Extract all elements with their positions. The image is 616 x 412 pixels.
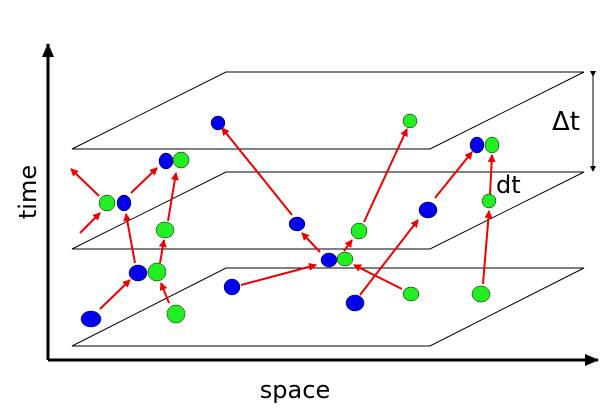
- arrow: [353, 264, 403, 290]
- arrow: [434, 151, 473, 199]
- arrow: [240, 262, 317, 286]
- trajectory-arrows: [70, 127, 496, 310]
- arrow: [359, 219, 419, 296]
- particles: [80, 113, 500, 328]
- green-particle: [471, 285, 491, 303]
- green-particle: [155, 221, 175, 239]
- axes: [42, 43, 599, 366]
- arrow: [130, 167, 158, 194]
- plane-bottom: [71, 267, 585, 347]
- arrow: [158, 239, 167, 264]
- blue-particle: [320, 252, 338, 268]
- blue-particle: [210, 115, 226, 131]
- y-axis-label: time: [14, 165, 42, 219]
- blue-particle: [128, 264, 148, 282]
- green-particle: [336, 251, 354, 267]
- green-particle: [350, 222, 368, 240]
- blue-particle: [469, 136, 485, 154]
- arrow: [99, 279, 131, 310]
- blue-particle: [116, 194, 132, 212]
- blue-particle: [288, 216, 306, 232]
- arrow: [123, 213, 136, 264]
- green-particle: [147, 262, 167, 282]
- green-particle: [172, 151, 190, 169]
- blue-particle: [80, 310, 102, 328]
- time-planes: [71, 71, 585, 347]
- green-particle: [98, 194, 116, 212]
- arrow: [363, 128, 408, 223]
- arrow: [159, 282, 170, 304]
- dt-label: dt: [496, 171, 521, 199]
- arrow: [70, 168, 100, 197]
- green-particle: [402, 286, 420, 302]
- blue-particle: [418, 201, 438, 219]
- arrow: [221, 127, 293, 216]
- green-particle: [166, 304, 186, 324]
- blue-particle: [158, 152, 174, 170]
- arrow: [487, 154, 496, 196]
- plane-middle: [71, 171, 585, 250]
- arrow: [482, 210, 493, 285]
- blue-particle: [223, 278, 241, 296]
- arrow: [301, 232, 321, 253]
- plane-top: [71, 71, 585, 150]
- x-axis-label: space: [260, 376, 330, 404]
- blue-particle: [345, 294, 365, 312]
- delta-t-label: Δt: [552, 107, 580, 137]
- arrow: [79, 212, 101, 234]
- green-particle: [402, 113, 418, 129]
- arrow: [167, 172, 179, 222]
- green-particle: [484, 136, 500, 154]
- green-particle: [481, 193, 497, 209]
- arrow: [343, 239, 353, 252]
